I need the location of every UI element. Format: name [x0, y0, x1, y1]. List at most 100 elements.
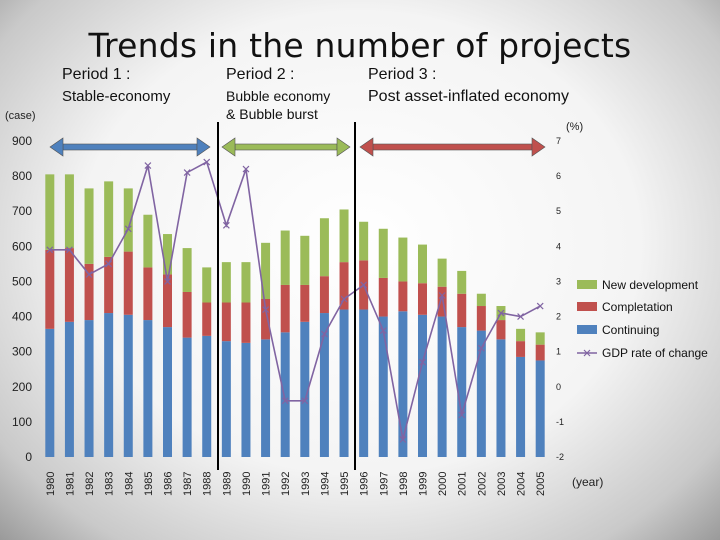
gdp-point	[46, 246, 54, 254]
legend-completation-swatch	[577, 302, 597, 311]
bar-completation	[221, 302, 231, 342]
x-axis-unit-label: (year)	[572, 475, 604, 489]
y2-tick-label: 4	[556, 241, 561, 251]
period-2-description-line-2: & Bubble burst	[226, 106, 318, 122]
bar-completation	[104, 256, 114, 314]
x-tick-label: 1987	[182, 472, 194, 496]
bar-completation	[496, 320, 506, 340]
legend-gdp-marker	[583, 349, 591, 357]
bar-new-development	[45, 174, 55, 250]
bar-new-development	[84, 188, 94, 264]
y-tick-label: 900	[12, 134, 32, 148]
bar-continuing	[319, 313, 329, 457]
bar-continuing	[241, 342, 251, 457]
gdp-point	[320, 330, 328, 338]
x-tick-label: 1981	[64, 472, 76, 496]
gdp-point	[419, 358, 426, 366]
period-3-heading: Period 3 :	[368, 66, 437, 83]
bar-completation	[319, 276, 329, 314]
x-tick-label: 1994	[319, 472, 331, 496]
bar-new-development	[398, 237, 408, 282]
bar-new-development	[516, 328, 526, 342]
x-tick-label: 1980	[45, 472, 57, 496]
bar-new-development	[163, 234, 172, 275]
bar-continuing	[457, 327, 467, 457]
legend-new-development-label: New development	[602, 278, 699, 292]
legend-new-development-swatch	[577, 280, 597, 289]
bar-completation	[143, 267, 153, 321]
y2-tick-label: -1	[556, 417, 564, 427]
bar-completation	[339, 262, 349, 310]
bar-continuing	[104, 313, 114, 457]
x-tick-label: 1984	[123, 472, 135, 496]
bar-new-development	[104, 181, 114, 257]
bar-new-development	[143, 214, 153, 268]
period-3-description: Post asset-inflated economy	[368, 88, 569, 105]
legend-continuing-label: Continuing	[602, 323, 659, 337]
gdp-point	[477, 344, 485, 352]
x-tick-label: 2001	[457, 472, 469, 496]
x-tick-label: 1995	[339, 472, 351, 496]
y2-axis-unit-label: (%)	[566, 121, 584, 133]
y2-tick-label: 1	[556, 347, 561, 357]
bar-completation	[535, 344, 545, 361]
x-tick-label: 1985	[143, 472, 155, 496]
bar-continuing	[300, 321, 310, 457]
bar-completation	[476, 306, 486, 331]
gdp-point	[65, 246, 73, 254]
y-tick-label: 600	[12, 239, 32, 253]
gdp-point	[262, 306, 270, 313]
x-tick-label: 1998	[398, 472, 410, 496]
bar-continuing	[359, 309, 369, 457]
bar-new-development	[64, 174, 74, 249]
gdp-point	[144, 162, 152, 170]
bar-continuing	[221, 341, 231, 457]
gdp-point	[379, 327, 387, 335]
x-tick-label: 1993	[300, 472, 312, 496]
y-tick-label: 400	[12, 310, 32, 324]
gdp-point	[105, 260, 113, 268]
bar-continuing	[378, 316, 388, 457]
bar-new-development	[182, 248, 192, 292]
period-1-heading: Period 1 :	[62, 66, 131, 83]
bar-continuing	[516, 356, 526, 457]
x-tick-label: 1989	[221, 472, 233, 496]
x-tick-label: 1991	[261, 472, 273, 496]
gdp-point	[281, 397, 289, 405]
gdp-point	[340, 295, 348, 303]
gdp-point	[222, 221, 230, 229]
bar-continuing	[64, 321, 74, 457]
bar-continuing	[476, 330, 486, 457]
y-tick-label: 200	[12, 380, 32, 394]
gdp-point	[183, 169, 191, 177]
x-tick-label: 2002	[476, 472, 488, 496]
bar-new-development	[535, 332, 545, 345]
bar-completation	[280, 284, 290, 333]
gdp-point	[497, 309, 505, 317]
x-tick-label: 2005	[535, 472, 547, 496]
x-tick-label: 1996	[359, 472, 371, 496]
bar-continuing	[143, 320, 153, 457]
y-tick-label: 100	[12, 415, 32, 429]
y-tick-label: 300	[12, 345, 32, 359]
bar-new-development	[241, 262, 251, 303]
period-1-description: Stable-economy	[62, 88, 171, 105]
legend-completation-label: Completation	[602, 300, 673, 314]
gdp-point	[438, 292, 446, 299]
bar-completation	[437, 286, 447, 317]
bar-continuing	[261, 339, 271, 457]
bar-continuing	[163, 327, 172, 457]
gdp-point	[536, 302, 544, 310]
bar-completation	[84, 263, 94, 321]
legend-gdp-label: GDP rate of change	[602, 346, 708, 360]
bar-continuing	[202, 335, 212, 457]
bar-continuing	[280, 332, 290, 457]
bar-continuing	[339, 309, 349, 457]
y2-tick-label: 5	[556, 206, 561, 216]
bar-completation	[163, 274, 172, 328]
gdp-point	[517, 313, 525, 320]
x-tick-label: 1990	[241, 472, 253, 496]
bar-completation	[300, 284, 310, 322]
gdp-point	[360, 281, 368, 289]
y2-tick-label: 7	[556, 136, 561, 146]
